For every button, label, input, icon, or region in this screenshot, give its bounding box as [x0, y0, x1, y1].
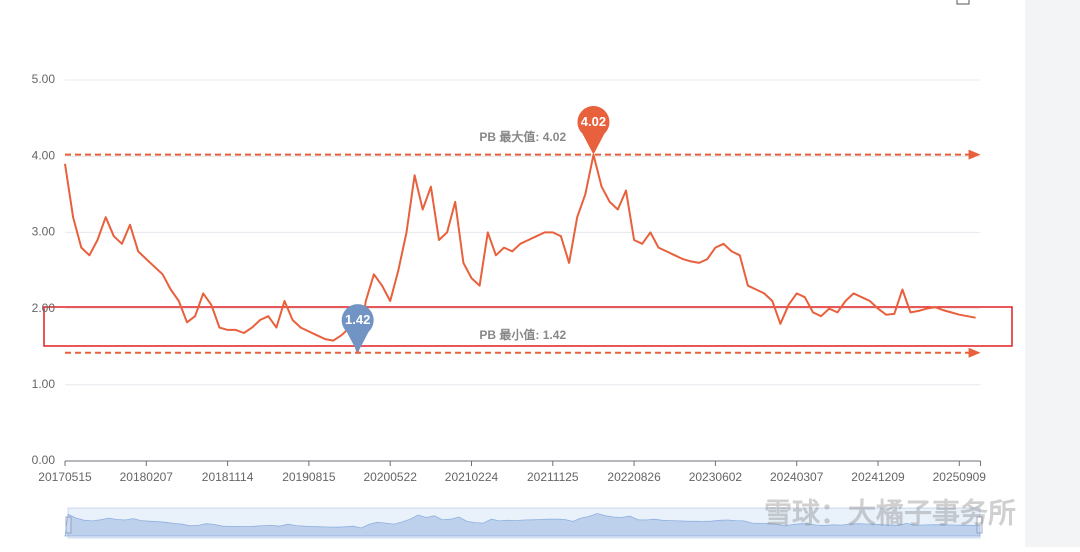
x-tick-label: 20181114 — [202, 470, 254, 484]
mark-pin — [341, 304, 374, 353]
side-panel — [1025, 0, 1080, 547]
zoom-selection — [68, 508, 980, 538]
y-tick-label: 5.00 — [32, 72, 56, 86]
x-tick-label: 20210224 — [445, 470, 499, 484]
x-tick-label: 20190815 — [282, 470, 336, 484]
y-tick-label: 1.00 — [32, 377, 56, 391]
mark-pin-label: 1.42 — [345, 312, 370, 327]
zoom-slider[interactable] — [67, 507, 981, 539]
mark-line-arrow — [968, 347, 981, 358]
x-tick-label: 20170515 — [38, 470, 92, 484]
zoom-handle[interactable] — [976, 516, 983, 534]
x-tick-label: 20180207 — [120, 470, 174, 484]
y-tick-label: 3.00 — [32, 225, 56, 239]
x-tick-label: 20240307 — [770, 470, 824, 484]
mark-line-label: PB 最小值: 1.42 — [479, 327, 566, 342]
x-tick-label: 20220826 — [607, 470, 661, 484]
highlight-box — [43, 306, 1013, 347]
y-tick-label: 2.00 — [32, 301, 56, 315]
mark-line-label: PB 最大值: 4.02 — [479, 129, 566, 144]
mark-pin — [577, 106, 610, 155]
zoom-handle[interactable] — [65, 516, 72, 534]
x-tick-label: 20200522 — [364, 470, 418, 484]
mark-pin-label: 4.02 — [581, 114, 606, 129]
series-line — [64, 153, 976, 354]
y-tick-label: 4.00 — [32, 148, 56, 162]
x-tick-label: 20250909 — [933, 470, 987, 484]
x-tick-label: 20241209 — [851, 470, 905, 484]
mark-line-arrow — [968, 149, 981, 160]
watermark: 雪球：大橘子事务所 — [764, 497, 1016, 528]
toolbox-icon[interactable] — [956, 0, 970, 5]
overview-area — [64, 513, 981, 537]
y-tick-label: 0.00 — [32, 453, 56, 467]
x-tick-label: 20230602 — [689, 470, 743, 484]
x-tick-label: 20211125 — [527, 470, 579, 484]
